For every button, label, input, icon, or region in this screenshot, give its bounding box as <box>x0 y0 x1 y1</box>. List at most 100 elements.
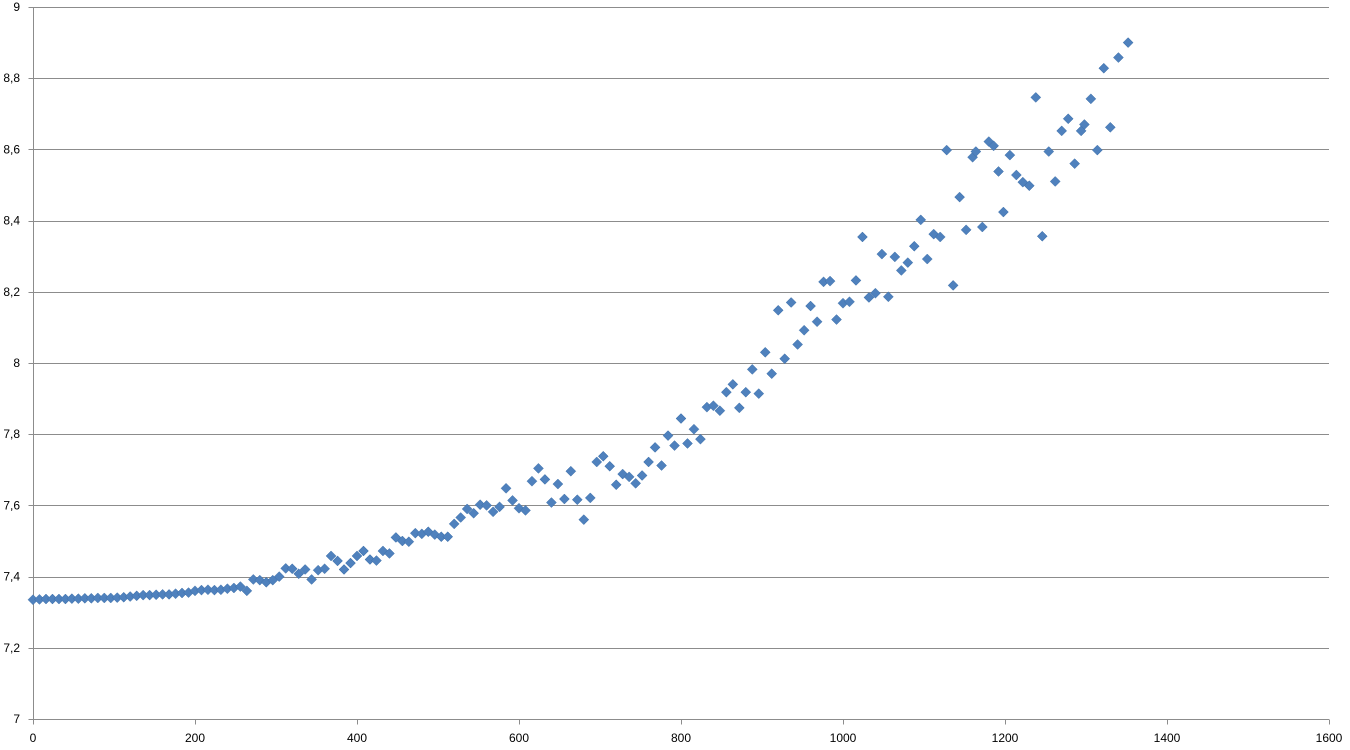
x-tick-label-2: 400 <box>347 731 367 745</box>
data-point-69 <box>474 499 486 511</box>
y-tick-label-2: 7,4 <box>3 570 20 584</box>
x-tick-label-5: 1000 <box>830 731 857 745</box>
data-point-117 <box>785 297 797 308</box>
data-point-130 <box>870 287 881 299</box>
data-point-93 <box>630 477 641 489</box>
data-point-127 <box>850 275 862 286</box>
data-point-164 <box>1079 119 1090 130</box>
data-point-115 <box>772 304 784 316</box>
data-point-48 <box>338 564 350 575</box>
data-point-51 <box>358 545 369 557</box>
data-point-38 <box>273 571 285 582</box>
data-point-81 <box>552 478 564 490</box>
data-point-79 <box>539 474 551 485</box>
data-point-40 <box>286 563 298 575</box>
data-point-92 <box>623 471 635 483</box>
data-point-160 <box>1056 125 1068 137</box>
data-point-137 <box>915 214 927 226</box>
data-point-152 <box>1004 149 1016 161</box>
data-point-33 <box>241 585 253 597</box>
data-point-73 <box>500 482 512 494</box>
data-point-116 <box>779 353 791 365</box>
data-point-77 <box>526 475 538 487</box>
data-point-88 <box>597 450 609 462</box>
data-point-59 <box>409 527 421 539</box>
data-point-134 <box>895 265 907 276</box>
data-points <box>27 37 1134 606</box>
data-point-126 <box>844 296 855 308</box>
y-tick-label-8: 8,6 <box>3 142 20 156</box>
x-tick-label-6: 1200 <box>992 731 1019 745</box>
data-point-170 <box>1122 37 1134 48</box>
data-point-120 <box>805 300 816 312</box>
data-point-86 <box>584 492 596 504</box>
data-point-144 <box>960 224 972 236</box>
data-point-43 <box>306 574 317 585</box>
data-point-64 <box>442 531 454 543</box>
data-point-41 <box>293 568 305 580</box>
data-point-89 <box>604 460 616 472</box>
x-tick-label-0: 0 <box>30 731 37 745</box>
y-tick-label-10: 9 <box>13 0 20 14</box>
y-tick-label-9: 8,8 <box>3 71 20 85</box>
data-point-114 <box>766 368 778 380</box>
data-point-83 <box>565 465 577 477</box>
y-tick-label-6: 8,2 <box>3 285 20 299</box>
data-point-159 <box>1049 176 1061 187</box>
data-point-82 <box>559 493 570 505</box>
data-point-131 <box>876 248 888 260</box>
data-point-146 <box>970 146 982 157</box>
data-point-84 <box>571 494 583 506</box>
data-point-55 <box>384 548 395 559</box>
data-point-105 <box>708 400 719 412</box>
y-axis-tick-labels: 7 7,2 7,4 7,6 7,8 8 8,2 8,4 8,6 8,8 9 <box>3 0 20 726</box>
data-point-133 <box>889 251 901 263</box>
data-point-90 <box>610 479 622 491</box>
data-point-101 <box>682 438 693 449</box>
data-point-87 <box>591 456 603 468</box>
data-point-71 <box>487 506 499 518</box>
x-axis-tick-labels: 0 200 400 600 800 1000 1200 1400 1600 <box>30 731 1343 745</box>
data-point-102 <box>688 423 700 435</box>
data-point-161 <box>1062 113 1074 125</box>
data-point-99 <box>669 440 680 451</box>
data-point-45 <box>319 563 330 575</box>
data-point-113 <box>759 346 771 358</box>
data-point-156 <box>1030 92 1042 103</box>
data-point-68 <box>468 507 479 519</box>
data-point-141 <box>941 144 953 156</box>
data-point-119 <box>798 324 810 336</box>
data-point-110 <box>740 386 752 398</box>
data-point-124 <box>831 314 842 325</box>
data-point-50 <box>351 550 363 562</box>
data-point-150 <box>993 166 1004 177</box>
data-point-162 <box>1069 158 1081 169</box>
data-point-107 <box>721 386 732 398</box>
data-point-108 <box>727 379 739 390</box>
data-point-57 <box>397 535 408 547</box>
data-point-143 <box>954 191 965 203</box>
data-point-53 <box>371 555 382 566</box>
data-point-138 <box>921 253 933 265</box>
data-point-72 <box>494 501 505 513</box>
data-point-128 <box>857 231 868 243</box>
data-point-153 <box>1010 169 1022 181</box>
data-point-149 <box>988 140 1000 152</box>
data-point-136 <box>908 240 920 252</box>
x-tick-label-1: 200 <box>185 731 205 745</box>
y-tick-label-5: 8 <box>13 356 20 370</box>
data-point-98 <box>662 430 674 441</box>
data-point-112 <box>753 388 765 399</box>
data-point-103 <box>695 433 706 445</box>
data-point-166 <box>1091 144 1103 156</box>
data-point-85 <box>578 514 590 525</box>
axes <box>28 7 1330 725</box>
y-tick-label-7: 8,4 <box>3 214 20 228</box>
data-point-46 <box>325 550 337 562</box>
data-point-123 <box>824 275 836 287</box>
data-point-157 <box>1036 230 1048 242</box>
data-point-47 <box>332 555 343 567</box>
data-point-67 <box>461 503 473 515</box>
